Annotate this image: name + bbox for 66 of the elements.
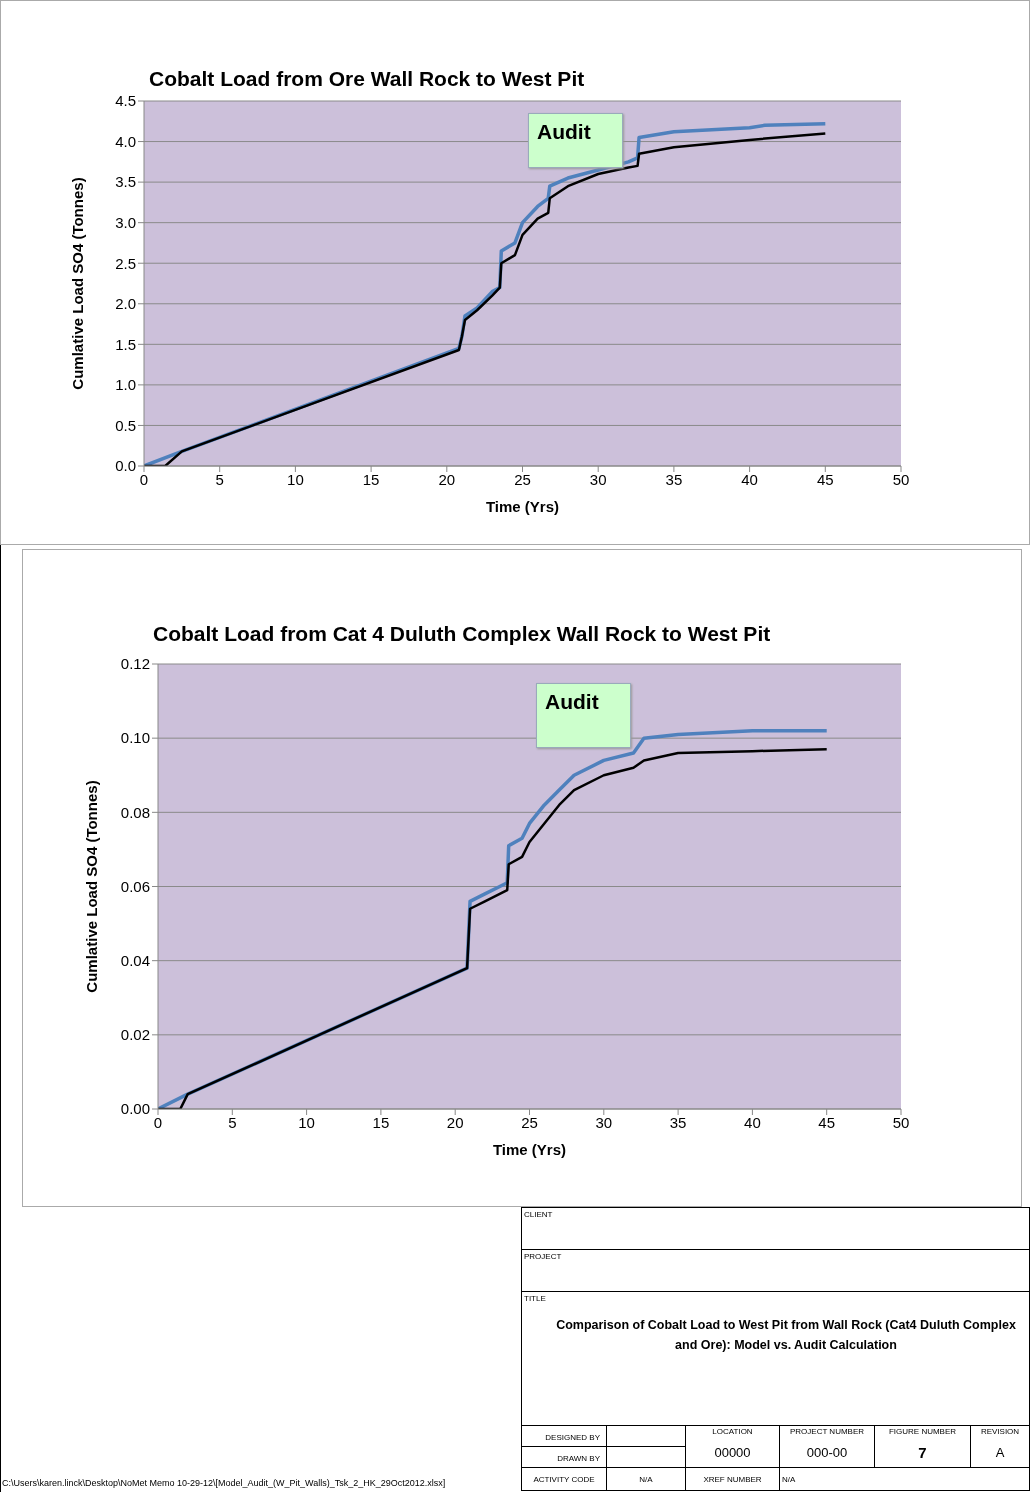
x-tick-label: 5 [215, 470, 224, 488]
chart-title: Cobalt Load from Cat 4 Duluth Complex Wall Rock to West Pit [153, 622, 771, 646]
x-tick-label: 5 [228, 1113, 237, 1131]
x-tick-label: 30 [595, 1113, 613, 1131]
text: Audit [536, 683, 631, 748]
y-tick-label: 3.5 [115, 173, 136, 191]
text: 00000 [713, 1445, 752, 1460]
y-tick-label: 3.0 [115, 213, 136, 231]
y-tick-label: 0.10 [120, 729, 150, 747]
text: REVISION [979, 1427, 1021, 1436]
x-tick-label: 15 [372, 1113, 390, 1131]
x-tick-label: 40 [741, 470, 758, 488]
y-axis-title: Cumlative Load SO4 (Tonnes) [69, 177, 87, 390]
y-tick-label: 0.5 [115, 416, 136, 434]
text: N/A [782, 1475, 796, 1484]
y-tick-label: 1.0 [115, 376, 136, 394]
x-tick-label: 50 [892, 470, 910, 488]
x-tick-label: 30 [589, 470, 607, 488]
y-tick-label: 2.0 [115, 295, 136, 313]
x-tick-label: 0 [153, 1113, 163, 1131]
text: TITLE [524, 1294, 546, 1303]
x-tick-label: 25 [514, 470, 531, 488]
text: DRAWN BY [557, 1454, 600, 1463]
text: PROJECT [524, 1252, 562, 1261]
y-tick-label: 0.0 [115, 457, 136, 475]
text: C:\Users\karen.linck\Desktop\NoMet Memo 10-29-12\[Model_Audit_(W_Pit_Walls)_Tsk_2_HK_29Oct2012.xlsx] [2, 1478, 446, 1488]
text: LOCATION [711, 1427, 754, 1436]
text: 000-00 [805, 1445, 849, 1460]
y-tick-label: 0.00 [120, 1100, 150, 1118]
text: Comparison of Cobalt Load to West Pit from Wall Rock (Cat4 Duluth Complex and Ore): Model vs. Audit Calculation [555, 1317, 1017, 1354]
x-tick-label: 0 [139, 470, 149, 488]
x-axis-title: Time (Yrs) [485, 498, 560, 515]
x-tick-label: 35 [669, 1113, 687, 1131]
y-tick-label: 0.06 [120, 877, 150, 895]
text: DESIGNED BY [545, 1433, 600, 1442]
chart-title: Cobalt Load from Ore Wall Rock to West Pit [149, 67, 585, 91]
y-tick-label: 0.04 [120, 951, 150, 969]
x-tick-label: 20 [446, 1113, 464, 1131]
y-tick-label: 4.5 [115, 92, 136, 110]
text: A [994, 1445, 1006, 1460]
x-tick-label: 15 [362, 470, 380, 488]
y-tick-label: 2.5 [115, 254, 136, 272]
text: XREF NUMBER [702, 1475, 763, 1484]
x-tick-label: 45 [816, 470, 834, 488]
text: PROJECT NUMBER [788, 1427, 866, 1436]
text: 7 [917, 1444, 928, 1461]
y-tick-label: 0.02 [120, 1026, 150, 1044]
series-label: Audit [528, 113, 623, 168]
x-tick-label: 10 [298, 1113, 315, 1131]
x-tick-label: 40 [744, 1113, 761, 1131]
y-tick-label: 1.5 [115, 335, 136, 353]
y-tick-label: 0.12 [120, 655, 150, 673]
x-axis-title: Time (Yrs) [492, 1141, 567, 1158]
text: ACTIVITY CODE [532, 1475, 596, 1484]
x-tick-label: 25 [521, 1113, 538, 1131]
x-tick-label: 10 [287, 470, 304, 488]
text: N/A [638, 1475, 654, 1484]
x-tick-label: 50 [892, 1113, 910, 1131]
y-axis-title: Cumlative Load SO4 (Tonnes) [83, 780, 101, 993]
text: FIGURE NUMBER [887, 1427, 958, 1436]
y-tick-label: 4.0 [115, 132, 136, 150]
text: CLIENT [524, 1210, 553, 1219]
x-tick-label: 35 [665, 470, 683, 488]
y-tick-label: 0.08 [120, 803, 150, 821]
x-tick-label: 20 [438, 470, 456, 488]
x-tick-label: 45 [818, 1113, 836, 1131]
